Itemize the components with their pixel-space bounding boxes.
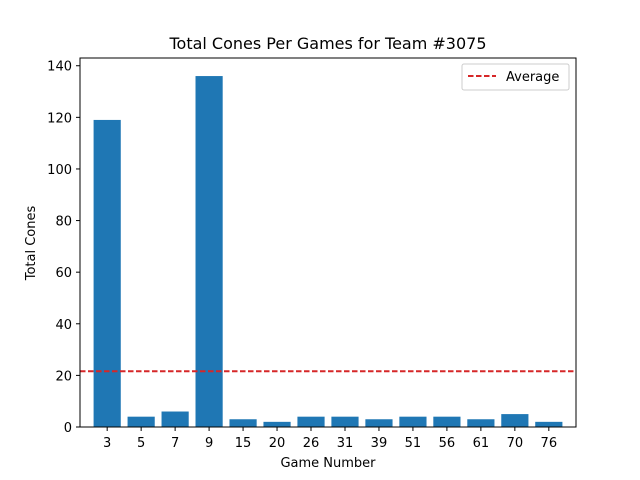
x-tick-label: 3 bbox=[103, 436, 111, 451]
plot-area: 3 5 7 9 15 20 26 31 39 51 56 61 70 76 0 20 40 60 80 100 120 1… bbox=[47, 57, 577, 451]
x-axis-label: Game Number bbox=[280, 456, 376, 471]
y-tick-label: 0 bbox=[64, 421, 72, 436]
x-tick-label: 56 bbox=[439, 436, 456, 451]
x-tick-label: 31 bbox=[337, 436, 354, 451]
legend-box bbox=[461, 63, 570, 91]
x-tick-label: 61 bbox=[473, 436, 490, 451]
bar bbox=[297, 416, 325, 427]
x-tick-label: 39 bbox=[371, 436, 388, 451]
chart-title: Total Cones Per Games for Team #3075 bbox=[168, 34, 486, 53]
x-tick-label: 76 bbox=[541, 436, 558, 451]
y-tick-label: 100 bbox=[47, 163, 72, 178]
bar bbox=[467, 419, 495, 427]
x-tick-label: 15 bbox=[235, 436, 252, 451]
bar bbox=[195, 76, 223, 428]
bar bbox=[93, 119, 121, 428]
bar bbox=[501, 414, 529, 427]
y-tick-label: 120 bbox=[47, 111, 72, 126]
bar bbox=[331, 416, 359, 427]
y-tick-label: 20 bbox=[55, 369, 72, 384]
x-tick-label: 7 bbox=[171, 436, 179, 451]
bar bbox=[535, 421, 563, 427]
x-tick-label: 70 bbox=[507, 436, 524, 451]
legend-average-label: Average bbox=[506, 70, 559, 85]
x-tick-label: 20 bbox=[269, 436, 286, 451]
legend: Average bbox=[461, 63, 570, 91]
axes-frame bbox=[79, 57, 577, 428]
y-tick-label: 40 bbox=[55, 318, 72, 333]
x-tick-label: 5 bbox=[137, 436, 145, 451]
y-tick-label: 80 bbox=[55, 215, 72, 230]
x-tick-label: 9 bbox=[205, 436, 213, 451]
bar bbox=[229, 419, 257, 427]
bar bbox=[127, 416, 155, 427]
bar bbox=[433, 416, 461, 427]
y-tick-label: 140 bbox=[47, 60, 72, 75]
bar bbox=[263, 421, 291, 427]
bar bbox=[365, 419, 393, 427]
y-axis-label: Total Cones bbox=[24, 206, 39, 282]
bar bbox=[399, 416, 427, 427]
x-tick-label: 26 bbox=[303, 436, 320, 451]
x-tick-label: 51 bbox=[405, 436, 422, 451]
bar bbox=[161, 411, 189, 427]
y-tick-label: 60 bbox=[55, 266, 72, 281]
